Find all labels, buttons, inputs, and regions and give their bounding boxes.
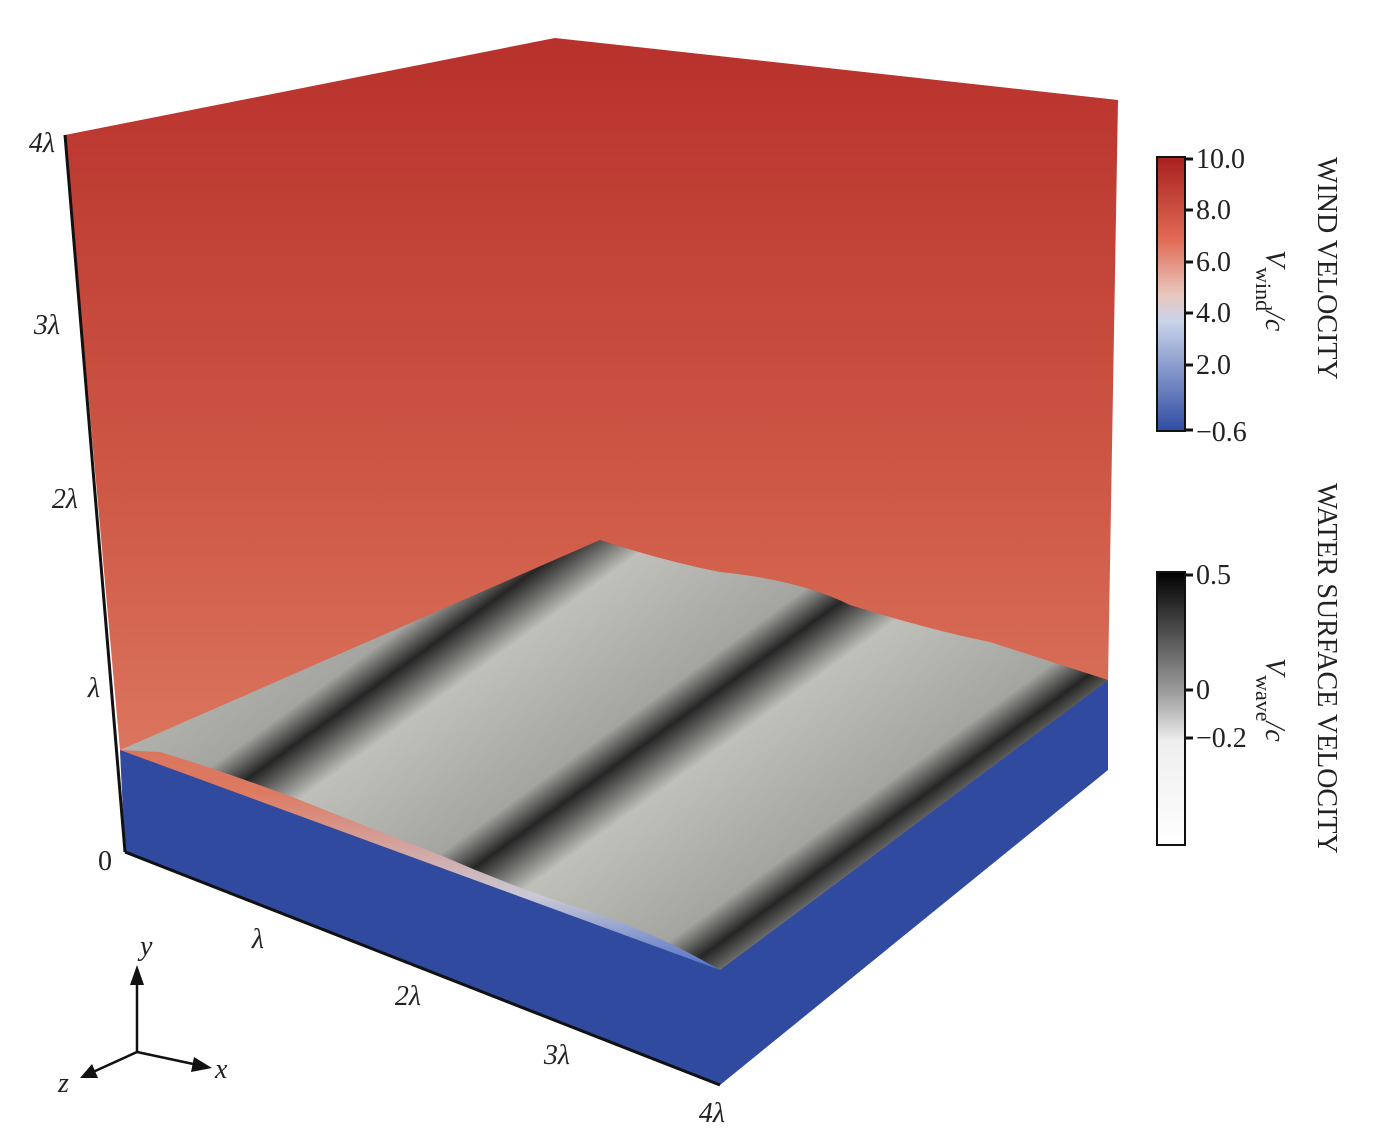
- tick-label: 2λ: [52, 484, 78, 515]
- water-block: [120, 680, 1108, 1085]
- tick-label: 3λ: [33, 310, 60, 341]
- colorbar: [1156, 571, 1186, 846]
- shape: [80, 1064, 98, 1078]
- colorbar-quantity: Vwind/c: [1251, 250, 1290, 332]
- label-part: V: [1259, 658, 1290, 678]
- shape: [92, 1050, 138, 1074]
- tick-label: 2λ: [395, 981, 421, 1012]
- tick-label: 0.5: [1196, 560, 1231, 591]
- triad-label: y: [137, 931, 153, 962]
- tick-label: 6.0: [1196, 247, 1231, 278]
- tick-label: 8.0: [1196, 195, 1231, 226]
- tick-label: 3λ: [543, 1040, 570, 1071]
- shape: [191, 1057, 212, 1072]
- label-part: wave: [1251, 675, 1276, 721]
- label-part: wind: [1251, 267, 1276, 311]
- tick-label: 4λ: [699, 1098, 725, 1129]
- colorbar-quantity: Vwave/c: [1251, 658, 1290, 742]
- tick-label: 4.0: [1196, 298, 1231, 329]
- wind-colorbar: 10.0 8.0 6.0 4.0 2.0 −0.6 WIND VELOCITY …: [1156, 144, 1342, 448]
- tick-label: 4λ: [29, 128, 55, 159]
- water-colorbar: 0.5 0 −0.2 WATER SURFACE VELOCITY Vwave/…: [1156, 483, 1342, 854]
- tick-label: λ: [87, 673, 100, 704]
- shape: [130, 965, 144, 985]
- triad-label: x: [214, 1054, 228, 1085]
- axis-line: [63, 134, 127, 853]
- vertical-axis: 4λ 3λ 2λ λ 0: [29, 128, 127, 877]
- water-surface: [120, 540, 1108, 970]
- colorbar: [1156, 156, 1186, 432]
- tick-label: 10.0: [1196, 144, 1245, 175]
- axis-line: [124, 850, 721, 1087]
- tick-label: 0: [1196, 675, 1210, 706]
- colorbar-title: WATER SURFACE VELOCITY: [1311, 483, 1342, 854]
- tick-label: −0.6: [1196, 417, 1247, 448]
- tick-label: 2.0: [1196, 350, 1231, 381]
- colorbar-title: WIND VELOCITY: [1311, 157, 1342, 380]
- label-part: /c: [1259, 309, 1290, 332]
- triad-label: z: [57, 1068, 69, 1099]
- triad: y x z: [57, 931, 228, 1099]
- tick-label: λ: [251, 924, 264, 955]
- shape: [136, 1050, 199, 1067]
- label-part: V: [1259, 250, 1290, 270]
- label-part: /c: [1259, 720, 1290, 743]
- tick-label: 0: [98, 846, 112, 877]
- scene: [65, 38, 1118, 1085]
- tick-label: −0.2: [1196, 723, 1247, 754]
- horizontal-axis: λ 2λ 3λ 4λ: [124, 850, 725, 1129]
